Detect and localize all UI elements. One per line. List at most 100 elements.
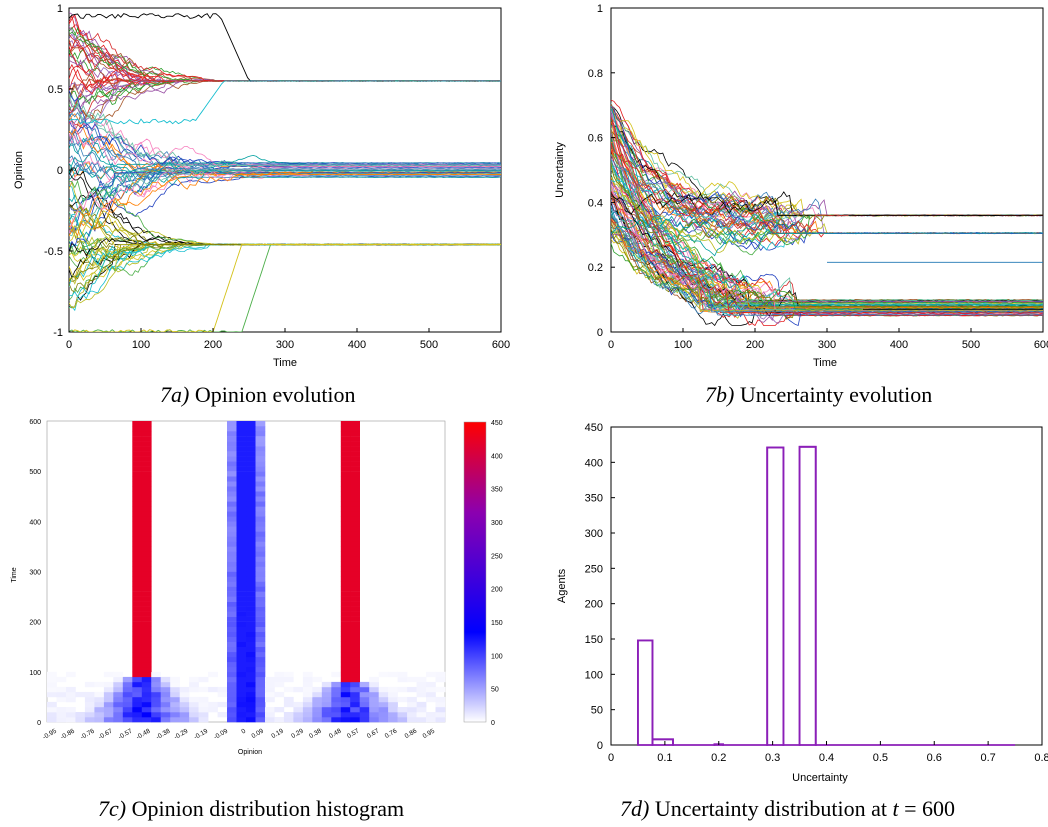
heatmap-cell	[274, 691, 285, 698]
heatmap-cell	[160, 676, 171, 683]
heatmap-cell	[141, 446, 152, 452]
heatmap-cell	[122, 676, 133, 683]
heatmap-cell	[227, 656, 237, 663]
heatmap-cell	[340, 717, 351, 723]
heatmap-cell	[141, 456, 152, 462]
heatmap-cell	[113, 701, 124, 708]
heatmap-cell	[227, 661, 237, 668]
x-tick-label: 0	[240, 727, 247, 735]
heatmap-cell	[255, 636, 266, 642]
heatmap-cell	[246, 611, 256, 617]
heatmap-cell	[255, 526, 266, 532]
heatmap-cell	[407, 686, 417, 693]
uncertainty-series-line	[611, 108, 1043, 306]
heatmap-cell	[84, 707, 95, 713]
heatmap-cell	[227, 471, 237, 477]
heatmap-cell	[103, 671, 114, 678]
heatmap-cell	[141, 701, 152, 708]
heatmap-cell	[122, 701, 133, 708]
heatmap-cell	[208, 701, 218, 708]
heatmap-cell	[331, 691, 342, 698]
heatmap-cell	[340, 676, 351, 683]
heatmap-cell	[56, 712, 67, 718]
heatmap-cell	[227, 481, 237, 487]
heatmap-cell	[246, 666, 256, 673]
caption-text: Opinion evolution	[194, 382, 356, 407]
heatmap-cell	[350, 712, 360, 718]
heatmap-cell	[350, 651, 360, 658]
heatmap-cell	[255, 581, 266, 587]
heatmap-cell	[321, 696, 332, 703]
heatmap-cell	[340, 441, 351, 447]
heatmap-cell	[236, 421, 247, 427]
heatmap-cell	[350, 426, 360, 432]
heatmap-cell	[236, 631, 247, 637]
heatmap-cell	[198, 707, 209, 713]
heatmap-cell	[236, 691, 247, 698]
heatmap-cell	[350, 586, 360, 592]
heatmap-cell	[340, 481, 351, 487]
heatmap-cell	[255, 576, 266, 582]
heatmap-cell	[388, 696, 398, 703]
heatmap-cell	[350, 611, 360, 617]
y-tick-label: 0	[57, 165, 63, 177]
y-tick-label: -0.5	[44, 246, 63, 258]
heatmap-cell	[312, 717, 323, 723]
heatmap-cell	[227, 546, 237, 552]
heatmap-cell	[84, 717, 95, 723]
heatmap-cell	[416, 717, 427, 723]
heatmap-cell	[388, 701, 398, 708]
heatmap-cell	[141, 676, 152, 683]
heatmap-cell	[255, 491, 266, 497]
y-tick-label: 0	[597, 740, 603, 752]
heatmap-cell	[236, 531, 247, 537]
heatmap-cell	[132, 436, 143, 442]
heatmap-cell	[246, 717, 256, 723]
heatmap-cell	[255, 606, 266, 612]
heatmap-cell	[132, 466, 143, 472]
heatmap-cell	[132, 656, 143, 663]
heatmap-cell	[217, 691, 228, 698]
heatmap-cell	[340, 646, 351, 653]
heatmap-cell	[340, 471, 351, 477]
heatmap-cell	[321, 717, 332, 723]
heatmap-cell	[47, 712, 57, 718]
heatmap-cell	[350, 531, 360, 537]
axis-ticks: 0 100 200 300 400 500 600 -1 -0.5 0 0.5 1	[44, 3, 510, 351]
heatmap-cell	[132, 476, 143, 482]
x-tick-label: -0.29	[173, 727, 190, 741]
y-tick-label: 400	[29, 519, 41, 526]
heatmap-cell	[302, 691, 313, 698]
heatmap-cell	[435, 717, 446, 723]
heatmap-cell	[350, 551, 360, 557]
heatmap-cell	[141, 441, 152, 447]
heatmap-cell	[293, 712, 304, 718]
heatmap-cell	[189, 676, 199, 683]
heatmap-cell	[350, 516, 360, 522]
heatmap-cell	[350, 576, 360, 582]
opinion-series-line	[69, 149, 501, 174]
heatmap-cell	[236, 636, 247, 642]
heatmap-cell	[236, 621, 247, 627]
heatmap-cell	[246, 566, 256, 572]
heatmap-cell	[227, 506, 237, 512]
caption-7b: 7b) Uncertainty evolution	[705, 382, 932, 408]
heatmap-cell	[56, 696, 67, 703]
heatmap-cell	[331, 686, 342, 693]
heatmap-cell	[255, 461, 266, 467]
heatmap-cell	[350, 656, 360, 663]
y-tick-label: 0.2	[588, 262, 603, 274]
heatmap-cell	[255, 446, 266, 452]
heatmap-cell	[397, 717, 408, 723]
heatmap-cell	[227, 717, 237, 723]
heatmap-cell	[141, 661, 152, 668]
heatmap-cell	[236, 511, 247, 517]
heatmap-cell	[132, 521, 143, 527]
heatmap-cell	[350, 717, 360, 723]
uncertainty-series-line	[611, 114, 1043, 303]
heatmap-cell	[227, 456, 237, 462]
heatmap-cell	[255, 591, 266, 597]
heatmap-cell	[170, 701, 180, 708]
heatmap-cell	[340, 571, 351, 577]
heatmap-cell	[426, 712, 436, 718]
